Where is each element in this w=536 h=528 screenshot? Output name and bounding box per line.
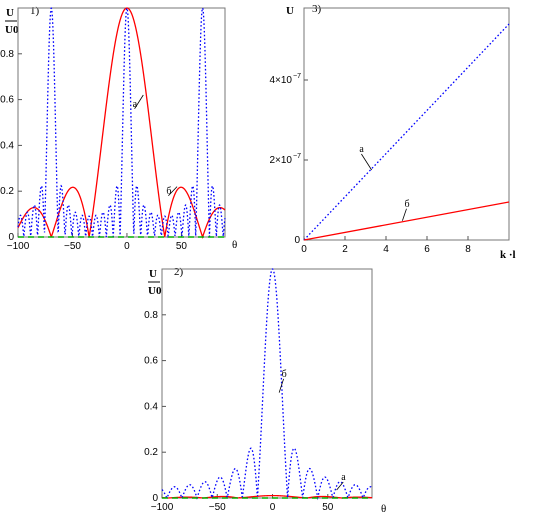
panel-3-annotation-leader bbox=[402, 208, 407, 221]
panel-1-annotations: аб bbox=[133, 94, 178, 197]
panel-1-yticks: 0 0.2 0.4 0.6 0.8 bbox=[0, 49, 22, 243]
panel-3-annotations: аб bbox=[359, 144, 410, 221]
panel-3-ytick-label: 2×10 bbox=[269, 155, 292, 166]
panel-3-series bbox=[303, 23, 510, 241]
panel-2-ylabel-top: U bbox=[149, 268, 157, 280]
panel-3-annotation-label: б bbox=[405, 199, 410, 210]
panel-3-ytick-label: 4×10 bbox=[269, 75, 292, 86]
panel-2-xlabel: θ bbox=[381, 503, 386, 515]
panel-3-ytick-exponent: −7 bbox=[293, 73, 301, 80]
panel-2-ytick-label: 0.2 bbox=[144, 447, 158, 458]
panel-2-annotation-leader bbox=[336, 481, 344, 491]
panel-1-ytick-label: 0.8 bbox=[0, 49, 14, 60]
panel-2-ytick-label: 0 bbox=[152, 493, 158, 504]
panel-3-panel-label: 3) bbox=[312, 3, 322, 15]
panel-1-series-a bbox=[17, 7, 226, 239]
panel-2-annotations: ба bbox=[278, 369, 346, 491]
panel-1-xlabel: θ bbox=[232, 239, 237, 251]
panel-3-ytick-exponent: −7 bbox=[293, 153, 301, 160]
panel-1-ytick-label: 0 bbox=[8, 232, 14, 243]
panel-1-xtick-label: 0 bbox=[124, 241, 130, 252]
panel-2-frame bbox=[161, 268, 373, 499]
panel-2-panel-label: 2) bbox=[174, 266, 184, 278]
panel-2-annotation-leader bbox=[278, 378, 284, 393]
panel-3-xtick-label: 4 bbox=[383, 244, 389, 255]
panel-3-xticks: 0 2 4 6 8 bbox=[301, 236, 471, 255]
panel-3-yticks: 02×10 −74×10 −7 bbox=[269, 73, 308, 246]
panel-3-xtick-label: 2 bbox=[342, 244, 348, 255]
panel-3-ylabel-top: U bbox=[286, 5, 294, 17]
panel-1-ylabel-top: U bbox=[6, 7, 14, 19]
panel-2-ytick-label: 0.8 bbox=[144, 310, 158, 321]
panel-1: U U0 1) θ 00.20.40.60.8 −100 −50 0 50 аб bbox=[0, 5, 237, 252]
panel-1-panel-label: 1) bbox=[30, 5, 40, 17]
panel-2-xtick-label: −100 bbox=[151, 502, 174, 513]
panel-3-annotation-label: а bbox=[359, 144, 364, 155]
panel-1-ylabel-bottom: U0 bbox=[5, 24, 19, 36]
panel-2-xtick-label: 50 bbox=[322, 502, 334, 513]
panel-2-series-b bbox=[161, 268, 373, 501]
panel-1-xtick-label: −50 bbox=[64, 241, 81, 252]
panel-2-annotation-label: б bbox=[282, 369, 287, 380]
panel-1-annotation-leader bbox=[168, 186, 178, 197]
panel-2-annotation-label: а bbox=[341, 472, 346, 483]
panel-1-annotation-label: а bbox=[133, 99, 138, 110]
panel-1-annotation-leader bbox=[134, 94, 144, 109]
panel-3-frame bbox=[303, 7, 510, 241]
panel-1-series bbox=[17, 6, 226, 239]
panel-1-xtick-label: 50 bbox=[176, 241, 188, 252]
panel-1-series-b bbox=[17, 6, 226, 239]
panel-1-annotation-label: б bbox=[166, 186, 171, 197]
panel-1-ytick-label: 0.2 bbox=[0, 186, 14, 197]
panel-1-ytick-label: 0.6 bbox=[0, 95, 14, 106]
panel-3-xlabel: k ·l bbox=[500, 249, 516, 261]
panel-1-ytick-label: 0.4 bbox=[0, 140, 14, 151]
panel-3-ytick-label: 0 bbox=[294, 235, 300, 246]
panel-2: U U0 2) θ 00.20.40.60.8 −100 −50 0 50 ба bbox=[144, 266, 386, 515]
panel-3-series-a bbox=[303, 23, 510, 241]
panel-3-xtick-label: 0 bbox=[301, 244, 307, 255]
panel-1-xticks: −100 −50 0 50 bbox=[7, 233, 188, 252]
panel-2-xtick-label: −50 bbox=[209, 502, 226, 513]
panel-3-xtick-label: 8 bbox=[465, 244, 471, 255]
panel-2-series bbox=[161, 268, 373, 501]
panel-2-ytick-label: 0.6 bbox=[144, 356, 158, 367]
panel-1-xtick-label: −100 bbox=[7, 241, 30, 252]
panel-2-yticks: 0 0.2 0.4 0.6 0.8 bbox=[144, 310, 166, 504]
panel-3-series-b bbox=[303, 201, 510, 241]
panel-2-ylabel-bottom: U0 bbox=[148, 285, 162, 297]
panel-2-ytick-label: 0.4 bbox=[144, 401, 158, 412]
panel-2-xtick-label: 0 bbox=[270, 502, 276, 513]
panel-3-xtick-label: 6 bbox=[424, 244, 430, 255]
panel-3-annotation-leader bbox=[361, 153, 372, 171]
